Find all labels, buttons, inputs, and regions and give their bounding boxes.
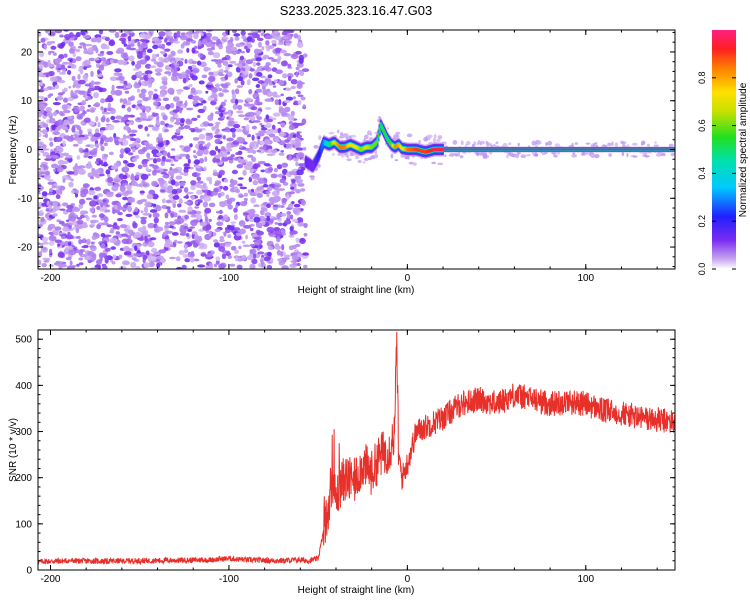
snr-x-ticks: -200 -100 0 100 [40,330,658,585]
colorbar-label: Normalized spectral amplitude [738,82,749,217]
snr-x-tick-label: -200 [40,574,60,585]
snr-y-tick-label: 300 [15,427,32,438]
colorbar-tick-label: 0.6 [697,119,707,132]
spectrogram-y-tick-label: -20 [18,243,33,254]
snr-y-tick-label: 500 [15,335,32,346]
snr-x-tick-label: -100 [219,574,239,585]
snr-x-tick-label: 100 [577,574,594,585]
colorbar-tick-label: 0.2 [697,215,707,228]
snr-series-line [38,331,675,566]
colorbar-tick-label: 0.4 [697,167,707,180]
spectrogram-y-ticks: -20 -10 0 10 20 [18,31,675,268]
figure-title: S233.2025.323.16.47.G03 [280,3,433,18]
snr-frame [37,329,676,571]
spectrogram-x-tick-label: 100 [577,273,594,284]
snr-y-axis-label: SNR (10 * v/v) [8,418,19,482]
colorbar-tick-label: 0.0 [697,263,707,276]
spectrogram-y-tick-label: 10 [21,96,33,107]
spectrogram-x-tick-label: 0 [405,273,411,284]
snr-y-ticks: 0 100 200 300 400 500 [15,329,675,577]
spectrogram-x-tick-label: -100 [219,273,239,284]
snr-y-tick-label: 100 [15,519,32,530]
spectrogram-y-axis-label: Frequency (Hz) [8,116,19,185]
snr-y-tick-label: 200 [15,473,32,484]
snr-y-tick-label: 400 [15,381,32,392]
spectrogram-x-ticks: -200 -100 0 100 [40,30,658,284]
snr-plot-area [38,331,675,566]
colorbar-gradient [712,30,736,269]
snr-y-tick-label: 0 [26,566,32,577]
noise-speckle [38,30,310,269]
spectrogram-y-tick-label: -10 [18,194,33,205]
spectrogram-plot-area [38,30,675,269]
colorbar-tick-label: 0.8 [697,72,707,85]
snr-panel: -200 -100 0 100 0 100 200 300 400 500 Height of … [8,329,676,596]
spectrogram-y-tick-label: 20 [21,47,33,58]
snr-x-tick-label: 0 [405,574,411,585]
spectrogram-y-tick-label: 0 [26,145,32,156]
colorbar-ticks: 0.0 0.2 0.4 0.6 0.8 [697,72,736,276]
spectrogram-x-axis-label: Height of straight line (km) [298,285,415,296]
colorbar: 0.0 0.2 0.4 0.6 0.8 Normalized spectral ampl… [697,30,749,275]
snr-x-axis-label: Height of straight line (km) [298,585,415,596]
spectrogram-x-tick-label: -200 [40,273,60,284]
